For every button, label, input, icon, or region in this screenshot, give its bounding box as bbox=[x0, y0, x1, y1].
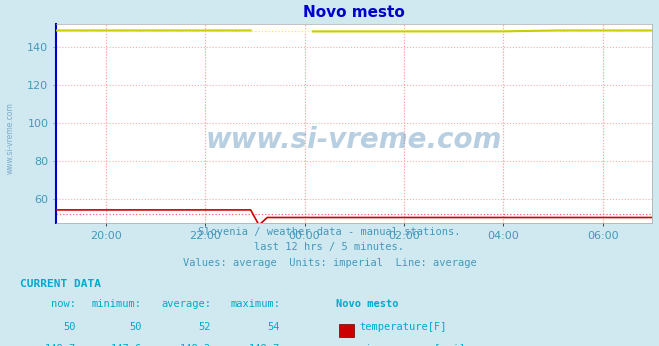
Text: CURRENT DATA: CURRENT DATA bbox=[20, 279, 101, 289]
Text: minimum:: minimum: bbox=[92, 299, 142, 309]
Text: Values: average  Units: imperial  Line: average: Values: average Units: imperial Line: av… bbox=[183, 258, 476, 268]
Text: 54: 54 bbox=[268, 322, 280, 332]
Text: 50: 50 bbox=[63, 322, 76, 332]
Text: 52: 52 bbox=[198, 322, 211, 332]
Text: Novo mesto: Novo mesto bbox=[336, 299, 399, 309]
Text: last 12 hrs / 5 minutes.: last 12 hrs / 5 minutes. bbox=[254, 242, 405, 252]
Text: 148.7: 148.7 bbox=[249, 344, 280, 346]
Text: now:: now: bbox=[51, 299, 76, 309]
Title: Novo mesto: Novo mesto bbox=[303, 5, 405, 20]
Text: 147.6: 147.6 bbox=[111, 344, 142, 346]
Text: average:: average: bbox=[161, 299, 211, 309]
Text: air pressure[psi]: air pressure[psi] bbox=[359, 344, 465, 346]
Text: 148.2: 148.2 bbox=[180, 344, 211, 346]
Text: www.si-vreme.com: www.si-vreme.com bbox=[5, 102, 14, 174]
Text: maximum:: maximum: bbox=[230, 299, 280, 309]
Text: 50: 50 bbox=[129, 322, 142, 332]
Text: 148.7: 148.7 bbox=[45, 344, 76, 346]
Text: www.si-vreme.com: www.si-vreme.com bbox=[206, 126, 502, 154]
Text: Slovenia / weather data - manual stations.: Slovenia / weather data - manual station… bbox=[198, 227, 461, 237]
Text: temperature[F]: temperature[F] bbox=[359, 322, 447, 332]
